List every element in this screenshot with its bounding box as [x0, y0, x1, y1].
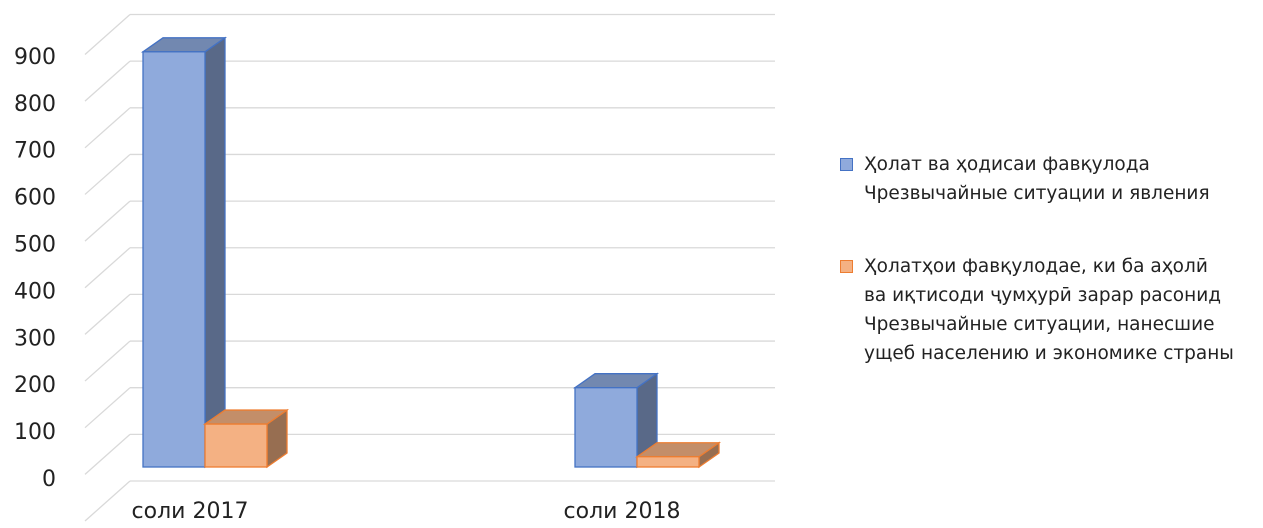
grid-line	[84, 480, 131, 522]
grid-line	[84, 200, 131, 242]
y-tick-label: 800	[14, 92, 56, 117]
grid-line	[84, 60, 131, 102]
bar	[574, 387, 638, 468]
y-tick-label: 700	[14, 139, 56, 164]
grid-line	[84, 387, 131, 429]
bar	[204, 423, 268, 468]
y-tick-label: 500	[14, 233, 56, 258]
bar-side	[204, 36, 226, 469]
legend-label: Ҳолат ва ҳодисаи фавқулода Чрезвычайные …	[864, 154, 1210, 204]
plot-frame	[84, 14, 131, 55]
bar	[142, 51, 206, 468]
y-tick-label: 400	[14, 279, 56, 304]
legend-entry: Ҳолат ва ҳодисаи фавқулода Чрезвычайные …	[838, 150, 1258, 208]
grid-line	[84, 340, 131, 382]
y-tick-label: 100	[14, 420, 56, 445]
grid-line	[84, 247, 131, 289]
legend-label: Ҳолатҳои фавқулодае, ки ба аҳолӣ ва иқти…	[864, 256, 1234, 364]
legend: Ҳолат ва ҳодисаи фавқулода Чрезвычайные …	[838, 150, 1258, 412]
y-tick-label: 300	[14, 326, 56, 351]
y-tick-label: 0	[42, 467, 56, 492]
y-tick-label: 900	[14, 45, 56, 70]
x-tick-label: соли 2018	[564, 499, 681, 524]
legend-swatch	[840, 158, 853, 171]
grid-line	[84, 153, 131, 195]
legend-entry: Ҳолатҳои фавқулодае, ки ба аҳолӣ ва иқти…	[838, 252, 1258, 368]
y-tick-label: 200	[14, 373, 56, 398]
x-tick-label: соли 2017	[132, 499, 249, 524]
bar	[636, 456, 700, 468]
grid-line	[84, 107, 131, 149]
y-tick-label: 600	[14, 186, 56, 211]
legend-swatch	[840, 260, 853, 273]
grid-line	[84, 433, 131, 475]
grid-line	[84, 293, 131, 335]
